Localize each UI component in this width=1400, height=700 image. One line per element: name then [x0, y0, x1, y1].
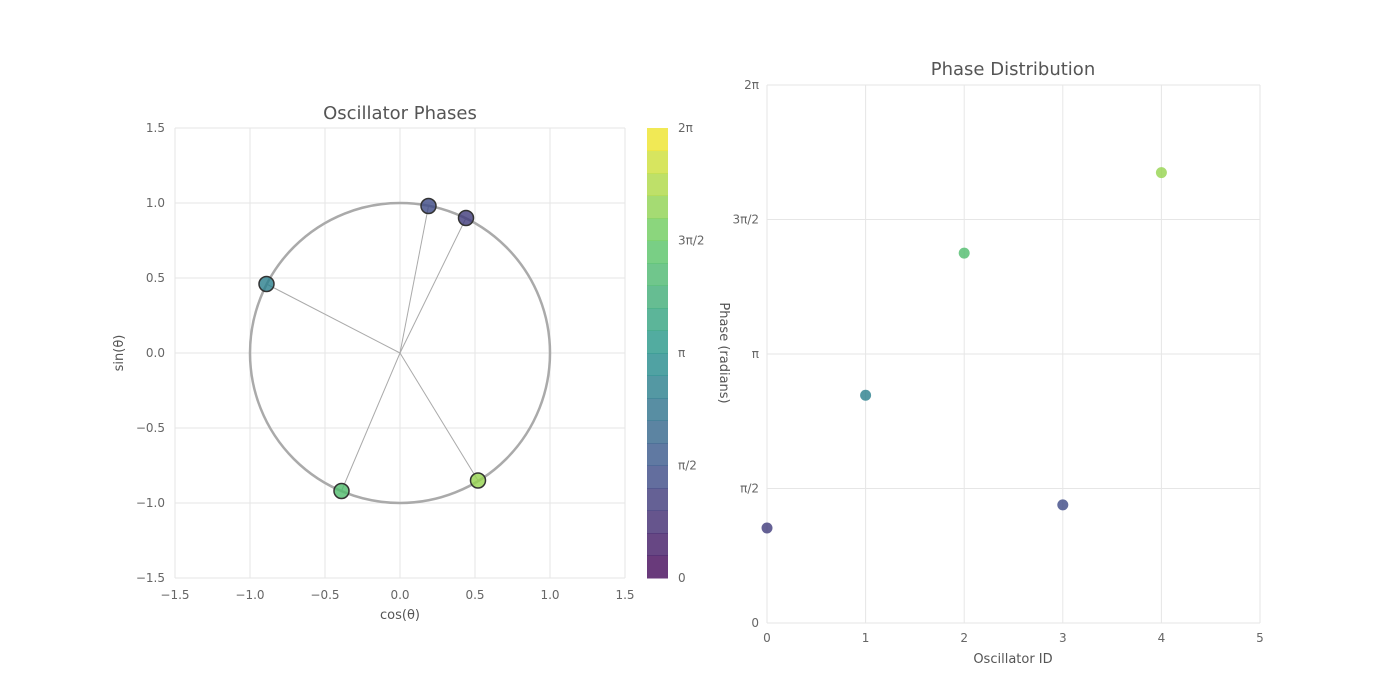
colorbar-tick-labels: 0 π/2 π 3π/2 2π — [678, 121, 705, 585]
x-tick-label: 1.5 — [615, 588, 634, 602]
colorbar-band — [647, 240, 668, 264]
x-tick-label: 3 — [1059, 631, 1067, 645]
colorbar-band — [647, 375, 668, 399]
y-tick-label: −1.0 — [136, 496, 165, 510]
y-tick-label: −1.5 — [136, 571, 165, 585]
phase-distribution-points — [761, 167, 1167, 534]
unit-circle — [248, 201, 552, 505]
y-tick-label: 2π — [744, 78, 759, 92]
chart-title: Oscillator Phases — [323, 103, 477, 124]
colorbar-band — [647, 533, 668, 556]
y-tick-label: π — [752, 347, 759, 361]
colorbar-tick-label: 3π/2 — [678, 234, 705, 248]
y-axis-label: Phase (radians) — [716, 302, 731, 403]
colorbar-band — [647, 285, 668, 309]
x-axis-label: Oscillator ID — [973, 652, 1052, 667]
x-tick-label: −1.0 — [235, 588, 264, 602]
colorbar-tick-label: 0 — [678, 571, 686, 585]
x-tick-label: 1.0 — [540, 588, 559, 602]
phase-point — [1057, 499, 1069, 511]
x-tick-label: 0 — [763, 631, 771, 645]
x-tick-label: 1 — [862, 631, 870, 645]
colorbar-band — [647, 443, 668, 466]
colorbar-band — [647, 353, 668, 376]
y-tick-label: 3π/2 — [732, 213, 759, 227]
oscillator-point — [333, 482, 350, 500]
phase-spoke — [341, 352, 401, 492]
x-tick-label: 2 — [960, 631, 968, 645]
colorbar-tick-label: π/2 — [678, 459, 697, 473]
phase-point — [958, 247, 970, 259]
oscillator-point — [420, 197, 437, 215]
colorbar-band — [647, 150, 668, 174]
x-tick-label: −0.5 — [310, 588, 339, 602]
y-tick-label: 1.0 — [146, 196, 165, 210]
phase-spoke — [399, 217, 467, 354]
colorbar-tick-label: π — [678, 346, 685, 360]
colorbar-band — [647, 218, 668, 241]
colorbar-band — [647, 128, 668, 151]
y-tick-label: 0.0 — [146, 346, 165, 360]
oscillator-phases-panel: −1.5 −1.0 −0.5 0.0 0.5 1.0 1.5 −1.5 −1.0 −0.5 0.0… — [112, 103, 635, 623]
phase-distribution-grid — [766, 84, 1261, 624]
phase-point — [860, 389, 872, 401]
phase-points — [258, 197, 487, 500]
phase-spokes — [266, 205, 479, 492]
y-tick-label: 0 — [751, 616, 759, 630]
y-tick-label: −0.5 — [136, 421, 165, 435]
y-tick-label: 0.5 — [146, 271, 165, 285]
colorbar-band — [647, 398, 668, 421]
oscillator-point — [469, 472, 487, 489]
colorbar-band — [647, 330, 668, 354]
colorbar-band — [647, 555, 668, 579]
y-tick-labels: 0 π/2 π 3π/2 2π — [732, 78, 759, 630]
x-tick-labels: −1.5 −1.0 −0.5 0.0 0.5 1.0 1.5 — [160, 588, 634, 602]
y-tick-labels: −1.5 −1.0 −0.5 0.0 0.5 1.0 1.5 — [136, 121, 165, 585]
colorbar-band — [647, 308, 668, 331]
colorbar-band — [647, 488, 668, 511]
colorbar-band — [647, 420, 668, 444]
colorbar-band — [647, 263, 668, 286]
y-tick-label: 1.5 — [146, 121, 165, 135]
phase-spoke — [399, 352, 479, 481]
x-tick-label: 0.5 — [465, 588, 484, 602]
x-axis-label: cos(θ) — [380, 608, 420, 623]
x-tick-labels: 0 1 2 3 4 5 — [763, 631, 1264, 645]
y-axis-label: sin(θ) — [112, 335, 127, 372]
colorbar-tick-label: 2π — [678, 121, 693, 135]
colorbar-band — [647, 465, 668, 489]
colorbar-band — [647, 195, 668, 219]
phase-spoke — [266, 283, 401, 354]
x-tick-label: −1.5 — [160, 588, 189, 602]
oscillator-point — [457, 209, 475, 227]
x-tick-label: 5 — [1256, 631, 1264, 645]
colorbar-bands — [647, 128, 668, 579]
x-tick-label: 0.0 — [390, 588, 409, 602]
x-tick-label: 4 — [1158, 631, 1166, 645]
phase-point — [1155, 167, 1167, 179]
phase-colorbar: 0 π/2 π 3π/2 2π — [647, 121, 705, 585]
phase-distribution-panel: 0 1 2 3 4 5 0 π/2 π 3π/2 2π Phase Distribution Os… — [716, 59, 1264, 667]
colorbar-band — [647, 173, 668, 196]
phase-spoke — [399, 205, 429, 354]
colorbar-band — [647, 510, 668, 534]
chart-title: Phase Distribution — [931, 59, 1095, 80]
phase-point — [761, 522, 773, 534]
y-tick-label: π/2 — [740, 482, 759, 496]
oscillator-point — [258, 275, 275, 293]
